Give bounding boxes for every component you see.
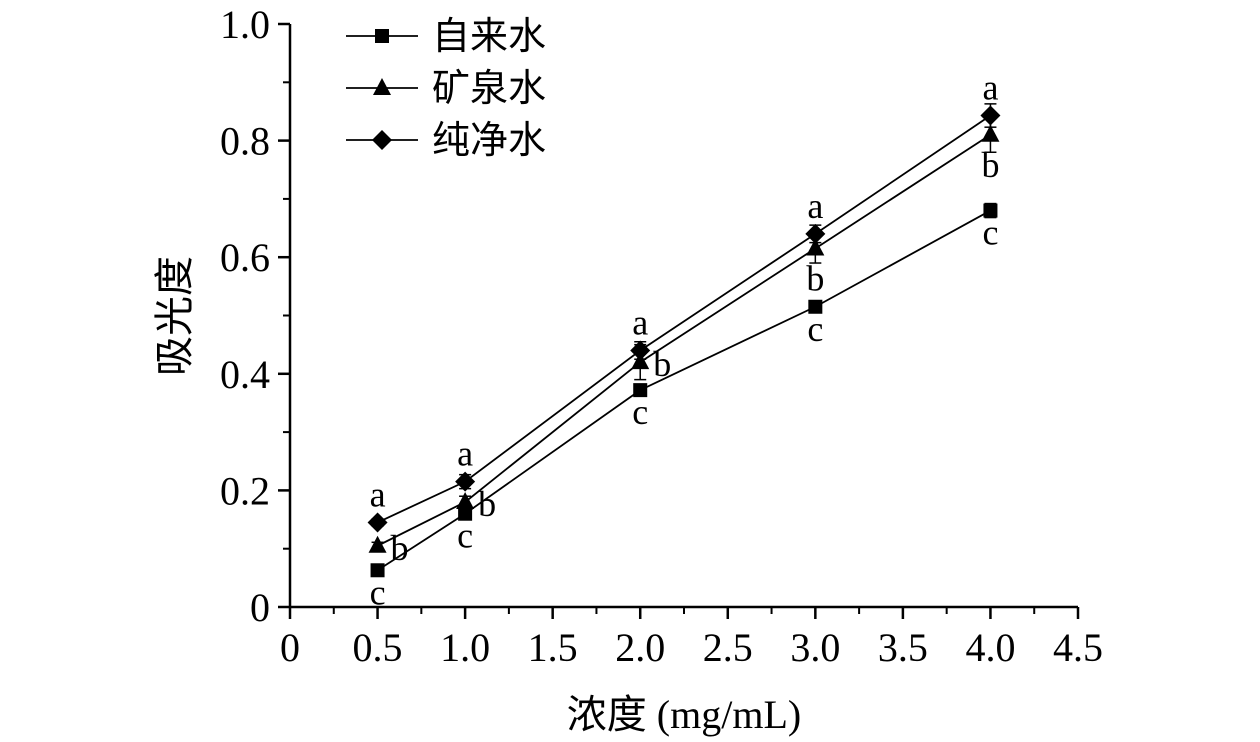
diamond-marker <box>372 130 392 150</box>
y-tick-label: 0.6 <box>220 235 270 280</box>
series-triangle: b b b b b <box>368 116 1000 568</box>
x-tick-label: 3.5 <box>878 625 928 670</box>
x-tick-label: 4.0 <box>965 625 1015 670</box>
x-tick-label: 0 <box>280 625 300 670</box>
x-tick-label: 0.5 <box>353 625 403 670</box>
series-square: c c c c c <box>370 202 998 612</box>
legend-label: 纯净水 <box>432 118 546 162</box>
square-marker <box>633 383 648 398</box>
square-marker <box>370 563 385 578</box>
diamond-marker <box>980 105 1001 126</box>
y-tick-label: 0.8 <box>220 119 270 164</box>
x-axis-title: 浓度 (mg/mL) <box>567 692 801 737</box>
x-tick-label: 2.0 <box>615 625 665 670</box>
x-tick-label: 1.5 <box>528 625 578 670</box>
significance-label: c <box>807 309 823 349</box>
significance-label: a <box>807 186 823 226</box>
legend-label: 自来水 <box>432 14 546 58</box>
triangle-marker <box>368 535 387 553</box>
axes <box>288 24 1078 609</box>
significance-label: c <box>982 213 998 253</box>
significance-label: a <box>457 434 473 474</box>
triangle-marker <box>373 78 391 95</box>
significance-label: b <box>981 145 999 185</box>
legend-label: 矿泉水 <box>432 66 546 110</box>
significance-label: b <box>653 344 671 384</box>
significance-label: b <box>391 528 409 568</box>
y-ticks: 0 0.2 0.4 0.6 0.8 1.0 <box>220 2 290 630</box>
x-tick-label: 3.0 <box>790 625 840 670</box>
x-tick-label: 2.5 <box>703 625 753 670</box>
y-axis-title: 吸光度 <box>152 256 197 376</box>
significance-label: c <box>457 516 473 556</box>
square-marker <box>808 299 823 314</box>
x-ticks: 0 0.5 1.0 1.5 2.0 2.5 3.0 3.5 4.0 4.5 <box>280 607 1103 670</box>
y-tick-label: 0.2 <box>220 468 270 513</box>
diamond-marker <box>367 512 388 533</box>
x-tick-label: 4.5 <box>1053 625 1103 670</box>
diamond-marker <box>455 471 476 492</box>
significance-label: c <box>632 392 648 432</box>
diamond-marker <box>630 340 651 361</box>
square-marker <box>375 29 389 43</box>
triangle-marker <box>631 352 650 370</box>
series-diamond: a a a a a <box>367 68 1001 533</box>
significance-label: a <box>632 302 648 342</box>
triangle-marker <box>806 238 825 256</box>
y-tick-label: 0.4 <box>220 352 270 397</box>
triangle-marker <box>456 492 475 510</box>
y-tick-label: 0 <box>250 585 270 630</box>
diamond-marker <box>805 223 826 244</box>
square-marker <box>983 203 998 218</box>
significance-label: a <box>370 474 386 514</box>
y-tick-label: 1.0 <box>220 2 270 47</box>
significance-label: a <box>982 68 998 108</box>
x-tick-label: 1.0 <box>440 625 490 670</box>
significance-label: b <box>806 258 824 298</box>
significance-label: b <box>478 484 496 524</box>
significance-label: c <box>370 572 386 612</box>
square-marker <box>458 506 473 521</box>
triangle-marker <box>981 124 1000 142</box>
